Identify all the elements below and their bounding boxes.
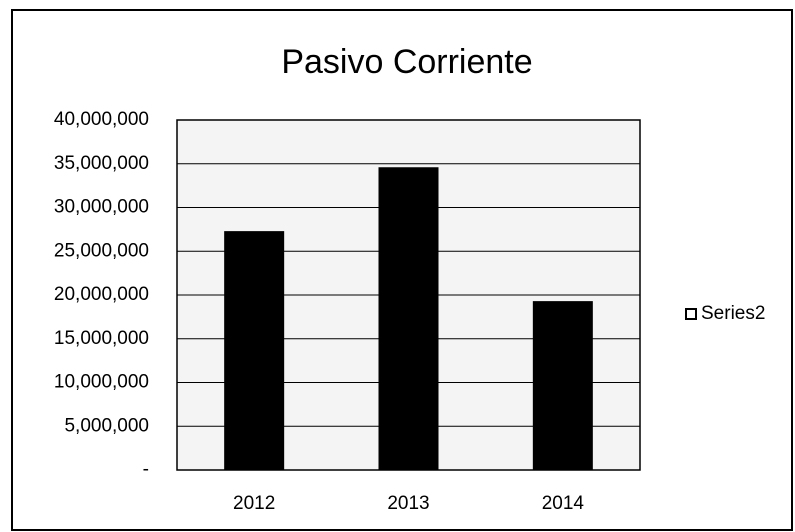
x-tick-label: 2013 <box>387 493 429 514</box>
bar <box>224 231 285 470</box>
y-tick-label: 5,000,000 <box>64 415 149 436</box>
legend-label: Series2 <box>701 303 765 324</box>
x-tick-label: 2014 <box>542 493 585 514</box>
legend-swatch <box>685 308 697 320</box>
y-tick-label: 40,000,000 <box>54 109 149 130</box>
bar <box>532 301 593 470</box>
y-tick-label: 20,000,000 <box>54 284 149 305</box>
x-tick-label: 2012 <box>233 493 275 514</box>
y-tick-label: - <box>143 459 149 480</box>
y-tick-label: 30,000,000 <box>54 197 149 218</box>
bar <box>378 167 439 470</box>
chart-title: Pasivo Corriente <box>281 43 532 81</box>
y-tick-label: 35,000,000 <box>54 153 149 174</box>
y-tick-label: 10,000,000 <box>54 372 149 393</box>
y-tick-label: 15,000,000 <box>54 328 149 349</box>
y-tick-label: 25,000,000 <box>54 240 149 261</box>
